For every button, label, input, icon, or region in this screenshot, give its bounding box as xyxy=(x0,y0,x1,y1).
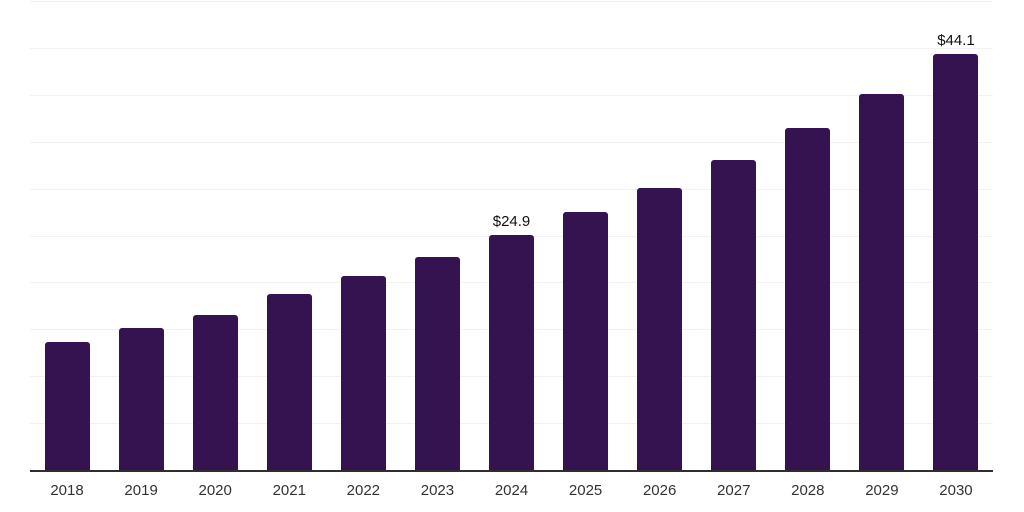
bar-2025 xyxy=(563,212,609,470)
x-tick-label-2022: 2022 xyxy=(346,482,381,499)
x-axis-labels: 2018 2019 2020 2021 2022 2023 2024 2025 2026 2027… xyxy=(30,482,993,499)
gridline xyxy=(30,47,993,49)
bar-column-2030: $44.1 xyxy=(919,1,993,470)
x-tick-label-2027: 2027 xyxy=(717,482,751,499)
gridline xyxy=(30,141,993,143)
bar-column-2018 xyxy=(30,1,104,470)
bar-column-2026 xyxy=(623,1,697,470)
bar-column-2024: $24.9 xyxy=(474,1,548,470)
x-tick-label-2025: 2025 xyxy=(568,482,603,499)
bar-2019 xyxy=(118,328,164,470)
bar-column-2029 xyxy=(845,1,919,470)
bar-column-2028 xyxy=(771,1,845,470)
bars-container: $24.9 $44.1 xyxy=(30,1,993,470)
bar-2021 xyxy=(266,294,312,470)
x-tick-label-2028: 2028 xyxy=(791,482,825,499)
bar-column-2027 xyxy=(697,1,771,470)
bar-column-2021 xyxy=(252,1,326,470)
bar-2023 xyxy=(414,257,460,470)
bar-2024 xyxy=(489,235,534,470)
bar-2020 xyxy=(192,315,238,470)
x-tick-label-2019: 2019 xyxy=(124,482,158,499)
gridline xyxy=(30,1,993,2)
x-axis-line xyxy=(30,470,993,472)
bar-column-2020 xyxy=(178,1,252,470)
bar-column-2022 xyxy=(326,1,400,470)
bar-2026 xyxy=(637,188,683,470)
bar-2018 xyxy=(44,342,90,470)
x-tick-label-2023: 2023 xyxy=(420,482,455,499)
bar-column-2025 xyxy=(549,1,623,470)
plot-area: $24.9 $44.1 xyxy=(30,1,993,472)
x-tick-label-2018: 2018 xyxy=(50,482,84,499)
bar-2028 xyxy=(785,128,831,470)
bar-2027 xyxy=(711,160,757,470)
x-tick-label-2021: 2021 xyxy=(272,482,306,499)
x-tick-label-2020: 2020 xyxy=(198,482,232,499)
bar-column-2019 xyxy=(104,1,178,470)
bar-2022 xyxy=(340,276,386,470)
bar-value-label-2024: $24.9 xyxy=(492,213,531,230)
bar-value-label-2030: $44.1 xyxy=(937,32,975,49)
gridline xyxy=(30,94,993,96)
x-tick-label-2026: 2026 xyxy=(642,482,677,499)
bar-column-2023 xyxy=(400,1,474,470)
x-tick-label-2030: 2030 xyxy=(939,482,973,499)
x-tick-label-2024: 2024 xyxy=(494,482,529,499)
bar-2030 xyxy=(933,54,979,470)
x-tick-label-2029: 2029 xyxy=(865,482,899,499)
bar-2029 xyxy=(859,94,905,470)
gridline xyxy=(30,188,993,190)
